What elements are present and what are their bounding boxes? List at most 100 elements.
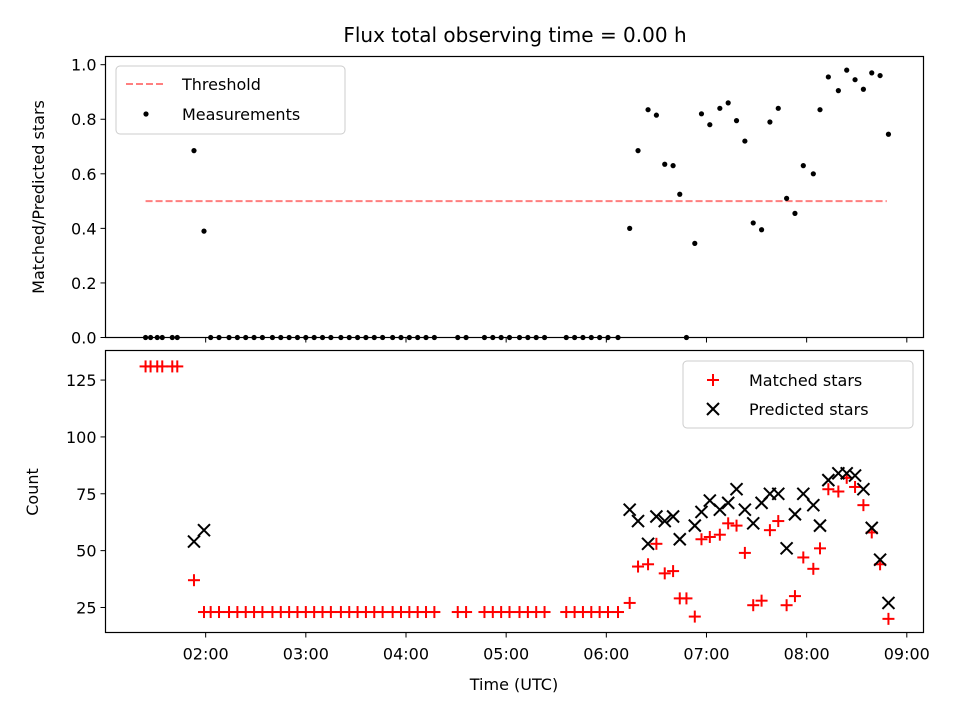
matched-star-point xyxy=(460,606,473,619)
legend-predicted-label: Predicted stars xyxy=(749,400,869,419)
predicted-star-point xyxy=(848,468,862,483)
predicted-star-point xyxy=(746,516,760,531)
top-plot-frame xyxy=(104,55,925,339)
bottom-x-axis-label: Time (UTC) xyxy=(469,675,558,694)
legend-matched-label: Matched stars xyxy=(749,371,862,390)
matched-star-point xyxy=(797,551,810,564)
x-tick-label: 04:00 xyxy=(383,645,429,664)
x-tick-label: 09:00 xyxy=(884,645,930,664)
predicted-star-point xyxy=(796,487,811,501)
legend-predicted-swatch xyxy=(706,402,720,416)
measurement-point xyxy=(800,163,806,169)
y-tick-label: 0.4 xyxy=(71,219,96,238)
matched-star-point xyxy=(730,519,743,532)
legend-measurements-label: Measurements xyxy=(182,105,300,124)
legend-threshold-label: Threshold xyxy=(181,75,261,94)
measurement-point xyxy=(627,225,633,231)
measurement-point xyxy=(717,105,723,111)
measurement-point xyxy=(653,112,659,118)
y-tick-label: 50 xyxy=(76,542,96,561)
x-tick-label: 03:00 xyxy=(283,645,329,664)
x-tick-label: 07:00 xyxy=(683,645,729,664)
predicted-star-point xyxy=(813,518,827,533)
predicted-star-point xyxy=(694,505,709,519)
matched-star-point xyxy=(849,480,862,493)
y-tick-label: 75 xyxy=(76,485,96,504)
predicted-star-point xyxy=(187,534,201,549)
matched-star-point xyxy=(763,524,776,537)
measurement-point xyxy=(725,100,731,106)
measurement-point xyxy=(877,72,883,79)
y-tick-label: 0.6 xyxy=(71,165,96,184)
predicted-star-point xyxy=(721,496,735,510)
measurement-point xyxy=(733,118,740,124)
measurement-point xyxy=(191,148,197,154)
bottom-panel: 25 50 75 100 125 02:00 03:00 04:00 05:00 06:00 07… xyxy=(23,349,930,694)
matched-star-point xyxy=(695,533,708,546)
y-tick-label: 0.2 xyxy=(71,274,96,293)
matched-star-point xyxy=(772,515,785,528)
x-tick-label: 06:00 xyxy=(583,645,629,664)
measurement-point xyxy=(635,148,641,154)
legend-measurements-swatch xyxy=(143,111,149,117)
predicted-star-point xyxy=(856,482,871,496)
predicted-star-point xyxy=(641,537,655,551)
matched-star-point xyxy=(156,360,169,373)
matched-star-point xyxy=(703,530,716,543)
matched-star-point xyxy=(213,606,226,619)
top-legend: Threshold Measurements xyxy=(115,65,346,135)
predicted-star-point xyxy=(713,502,727,517)
y-tick-label: 0.0 xyxy=(71,329,96,348)
predicted-star-point xyxy=(658,514,672,528)
predicted-star-point xyxy=(666,509,680,524)
bottom-plot-marks xyxy=(139,360,896,625)
predicted-star-point xyxy=(738,502,752,517)
y-tick-label: 1.0 xyxy=(71,56,96,75)
predicted-star-point xyxy=(806,498,821,512)
matched-star-point xyxy=(780,599,793,612)
measurement-point xyxy=(707,122,713,128)
measurement-point xyxy=(852,77,858,83)
y-tick-label: 0.8 xyxy=(71,110,96,129)
measurement-point xyxy=(677,191,683,197)
measurement-point xyxy=(742,138,748,144)
matched-star-point xyxy=(822,483,835,496)
measurement-point xyxy=(810,171,816,177)
measurement-point xyxy=(698,111,705,117)
predicted-star-point xyxy=(779,541,794,556)
matched-star-point xyxy=(612,606,625,619)
matched-star-point xyxy=(171,360,184,373)
matched-star-point xyxy=(376,606,389,619)
y-tick-label: 25 xyxy=(76,598,96,617)
predicted-star-point xyxy=(197,523,211,537)
top-legend-box xyxy=(115,65,346,135)
predicted-star-point xyxy=(788,507,802,521)
matched-star-point xyxy=(747,599,760,612)
bottom-y-axis-label: Count xyxy=(23,468,42,516)
matched-star-point xyxy=(428,606,441,619)
predicted-star-point xyxy=(840,466,854,481)
y-tick-label: 100 xyxy=(66,428,97,447)
matched-star-point xyxy=(650,537,663,550)
x-tick-label: 02:00 xyxy=(183,645,229,664)
matched-star-point xyxy=(667,565,680,578)
predicted-star-point xyxy=(688,518,702,533)
measurement-point xyxy=(645,107,651,113)
matched-star-point xyxy=(632,560,645,573)
measurement-point xyxy=(835,88,841,94)
predicted-star-point xyxy=(771,487,785,501)
measurement-point xyxy=(758,227,765,233)
measurement-point xyxy=(201,228,207,234)
bottom-x-axis: 02:00 03:00 04:00 05:00 06:00 07:00 08:00 09:00 xyxy=(183,632,930,664)
measurement-point xyxy=(817,107,823,113)
matched-star-point xyxy=(256,606,269,619)
predicted-star-point xyxy=(865,521,879,535)
matched-star-point xyxy=(688,610,701,623)
matched-star-point xyxy=(601,606,614,619)
predicted-star-point xyxy=(649,509,664,524)
matched-star-point xyxy=(857,499,870,512)
top-x-axis xyxy=(205,337,908,343)
x-tick-label: 08:00 xyxy=(784,645,830,664)
measurement-point xyxy=(792,210,798,216)
